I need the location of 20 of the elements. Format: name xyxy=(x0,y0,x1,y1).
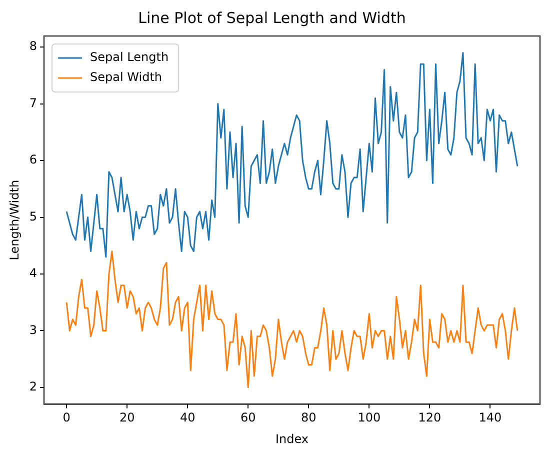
y-tick-label: 6 xyxy=(29,152,38,167)
y-tick-label: 3 xyxy=(29,322,38,337)
y-tick-label: 8 xyxy=(29,39,38,54)
y-tick-label: 5 xyxy=(29,209,38,224)
x-tick-label: 100 xyxy=(358,410,381,425)
x-tick-label: 140 xyxy=(478,410,502,425)
x-axis-title: Index xyxy=(275,432,309,446)
y-tick-label: 2 xyxy=(29,380,38,394)
y-axis-title: Length/Width xyxy=(7,180,22,260)
legend-label: Sepal Width xyxy=(90,70,162,84)
x-tick-label: 80 xyxy=(301,410,316,425)
chart-title: Line Plot of Sepal Length and Width xyxy=(138,8,406,27)
x-tick-label: 40 xyxy=(180,410,196,425)
x-tick-label: 120 xyxy=(418,410,442,425)
x-tick-label: 0 xyxy=(62,410,70,425)
legend-label: Sepal Length xyxy=(90,50,169,64)
x-tick-label: 60 xyxy=(240,410,256,425)
x-tick-label: 20 xyxy=(119,410,135,425)
y-tick-label: 4 xyxy=(29,266,38,280)
y-tick-label: 7 xyxy=(29,96,38,110)
